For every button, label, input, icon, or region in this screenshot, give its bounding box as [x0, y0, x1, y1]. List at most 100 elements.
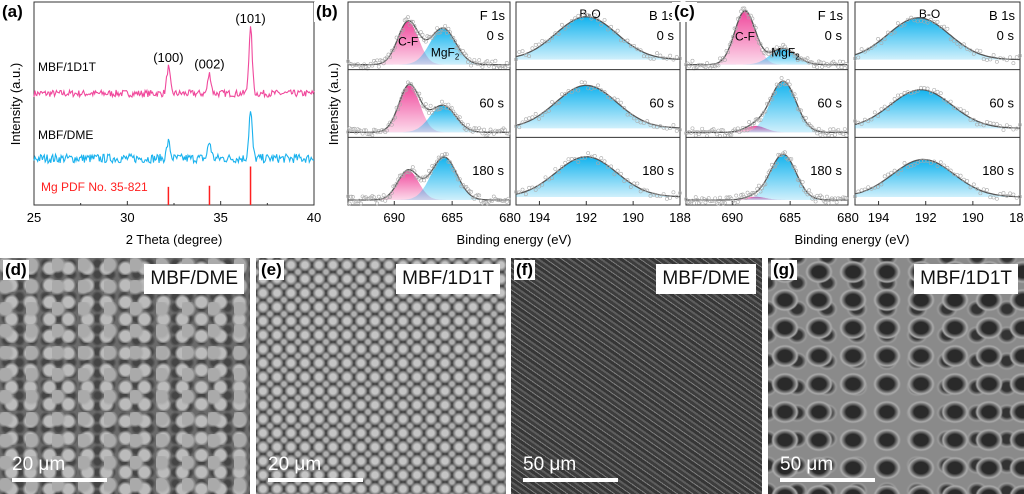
data-point — [768, 50, 773, 55]
data-point — [435, 159, 440, 164]
data-point — [472, 196, 477, 201]
data-point — [438, 30, 443, 35]
data-point — [879, 107, 884, 112]
data-point — [517, 125, 522, 130]
data-point — [378, 197, 383, 202]
data-point — [794, 97, 799, 101]
data-point — [826, 201, 831, 205]
data-point — [625, 178, 630, 183]
data-point — [690, 126, 695, 131]
data-point — [955, 41, 960, 46]
data-point — [396, 38, 401, 42]
data-point — [546, 177, 551, 182]
panel-label-a: (a) — [2, 2, 23, 21]
data-point — [820, 65, 824, 69]
data-point — [381, 193, 386, 198]
data-point — [925, 159, 930, 163]
data-point — [740, 6, 745, 11]
data-point — [362, 62, 367, 67]
data-point — [622, 179, 627, 184]
data-point — [899, 23, 904, 28]
data-point — [810, 60, 815, 65]
data-point — [491, 132, 496, 136]
data-point — [493, 58, 498, 63]
data-point — [599, 88, 604, 93]
data-point — [381, 61, 386, 66]
data-point — [763, 182, 768, 187]
data-point — [560, 22, 564, 27]
data-point — [722, 200, 727, 205]
sem-image-g: (g) MBF/1D1T 50 μm — [768, 258, 1024, 494]
data-point — [869, 46, 874, 50]
data-point — [958, 173, 963, 178]
data-point — [729, 133, 734, 137]
envelope-line — [348, 156, 510, 201]
data-point — [872, 110, 877, 115]
data-point — [472, 58, 477, 62]
data-point — [499, 64, 504, 68]
data-point — [619, 100, 623, 105]
data-point — [700, 126, 705, 131]
data-point — [462, 185, 467, 190]
data-point — [1014, 195, 1019, 200]
data-point — [889, 170, 894, 175]
data-point — [430, 110, 435, 115]
x-tick-label: 188 — [669, 210, 691, 225]
data-point — [782, 82, 787, 87]
data-point — [991, 53, 996, 57]
data-point — [537, 116, 541, 121]
data-point — [975, 186, 980, 191]
data-point — [523, 192, 528, 197]
data-point — [359, 201, 363, 206]
fit-component — [348, 28, 510, 65]
data-point — [718, 195, 722, 200]
series-label: MBF/DME — [38, 128, 93, 142]
data-point — [482, 127, 486, 132]
data-point — [537, 42, 541, 47]
data-point — [716, 201, 721, 206]
data-point — [582, 155, 587, 160]
data-point — [566, 24, 571, 29]
data-point — [393, 115, 397, 120]
data-point — [789, 89, 794, 94]
x-tick-label: 194 — [868, 210, 890, 225]
data-point — [758, 42, 763, 46]
reference-label: Mg PDF No. 35-821 — [41, 180, 148, 194]
data-point — [760, 48, 765, 53]
data-point — [942, 97, 947, 102]
data-point — [1018, 122, 1022, 127]
data-point — [388, 195, 393, 199]
data-point — [737, 196, 742, 201]
data-point — [925, 20, 930, 25]
data-point — [540, 182, 545, 187]
data-point — [645, 188, 650, 193]
data-point — [909, 15, 914, 20]
data-point — [563, 92, 568, 97]
data-point — [635, 181, 640, 186]
data-point — [556, 100, 561, 105]
data-point — [615, 168, 620, 173]
xrd-series-line — [33, 26, 315, 99]
data-point — [615, 97, 620, 102]
data-point — [841, 132, 846, 136]
data-point — [425, 107, 430, 112]
data-point — [807, 188, 812, 193]
data-point — [527, 54, 532, 59]
data-point — [612, 172, 617, 177]
data-point — [925, 86, 930, 91]
data-point — [863, 187, 867, 192]
component-label: C-F — [398, 34, 418, 48]
data-point — [866, 47, 871, 52]
data-point — [602, 18, 607, 22]
data-point — [485, 59, 490, 64]
data-point — [856, 120, 861, 125]
data-point — [844, 61, 849, 66]
time-label: 180 s — [642, 163, 674, 178]
data-point — [407, 82, 412, 86]
bo-component — [855, 89, 1020, 129]
data-point — [422, 178, 427, 183]
spectrum-title: B 1s — [989, 8, 1016, 23]
data-point — [805, 56, 810, 61]
data-point — [938, 160, 943, 165]
data-point — [523, 117, 528, 122]
